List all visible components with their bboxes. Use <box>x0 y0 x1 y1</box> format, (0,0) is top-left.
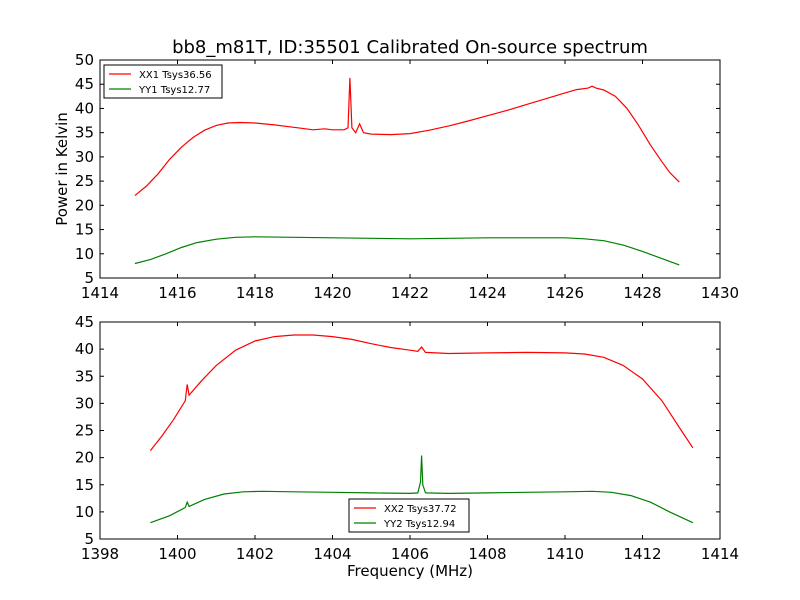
x-tick-label: 1400 <box>158 545 196 563</box>
y-tick-label: 10 <box>75 503 94 521</box>
x-tick-label: 1422 <box>391 284 429 302</box>
y-tick-label: 35 <box>75 124 94 142</box>
x-axis-label: Frequency (MHz) <box>347 562 473 580</box>
x-tick-label: 1420 <box>313 284 351 302</box>
x-tick-label: 1428 <box>623 284 661 302</box>
y-tick-label: 25 <box>75 422 94 440</box>
y-tick-label: 45 <box>75 75 94 93</box>
bottom-spectrum-panel: 1398 1400 1402 1404 1406 1408 1410 1412 1414 5 10 1… <box>75 313 739 563</box>
y-tick-label: 30 <box>75 148 94 166</box>
y-tick-label: 5 <box>84 269 94 287</box>
legend-entry-label: YY2 Tsys12.94 <box>383 519 455 530</box>
legend-box <box>103 64 223 99</box>
x-tick-label: 1406 <box>391 545 429 563</box>
legend-entry-label: XX2 Tsys37.72 <box>384 504 457 515</box>
x-tick-label: 1410 <box>546 545 584 563</box>
series-line-yy-panel-1 <box>150 455 694 524</box>
x-tick-label: 1412 <box>623 545 661 563</box>
x-tick-label: 1424 <box>468 284 506 302</box>
series-line-yy-panel-0 <box>134 236 680 266</box>
y-tick-label: 30 <box>75 394 94 412</box>
y-tick-label: 25 <box>75 172 94 190</box>
x-tick-label: 1426 <box>546 284 584 302</box>
x-tick-label: 1408 <box>468 545 506 563</box>
y-tick-label: 45 <box>75 313 94 331</box>
y-tick-label: 40 <box>75 99 94 117</box>
series-line-xx-panel-0 <box>134 77 680 197</box>
x-tick-label: 1404 <box>313 545 351 563</box>
x-tick-label: 1418 <box>236 284 274 302</box>
y-tick-label: 20 <box>75 196 94 214</box>
y-tick-label: 50 <box>75 51 94 69</box>
y-tick-label: 10 <box>75 245 94 263</box>
legend-box <box>348 498 470 533</box>
y-tick-label: 15 <box>75 221 94 239</box>
y-axis-label: Power in Kelvin <box>53 112 71 226</box>
y-tick-label: 20 <box>75 449 94 467</box>
y-tick-label: 15 <box>75 476 94 494</box>
legend-entry-label: XX1 Tsys36.56 <box>139 70 212 81</box>
x-tick-label: 1414 <box>81 284 119 302</box>
top-spectrum-panel: 1414 1416 1418 1420 1422 1424 1426 1428 1430 5 10 1… <box>75 51 739 302</box>
legend: XX1 Tsys36.56 YY1 Tsys12.77 <box>103 64 223 99</box>
y-tick-label: 35 <box>75 367 94 385</box>
y-tick-label: 40 <box>75 340 94 358</box>
x-tick-label: 1416 <box>158 284 196 302</box>
legend-entry-label: YY1 Tsys12.77 <box>138 85 210 96</box>
series-line-xx-panel-1 <box>149 334 694 451</box>
x-tick-label: 1430 <box>701 284 739 302</box>
x-tick-label: 1402 <box>236 545 274 563</box>
legend: XX2 Tsys37.72 YY2 Tsys12.94 <box>348 498 470 533</box>
x-tick-label: 1414 <box>701 545 739 563</box>
y-tick-label: 5 <box>84 530 94 548</box>
figure-title: bb8_m81T, ID:35501 Calibrated On-source … <box>172 37 648 58</box>
x-tick-label: 1398 <box>81 545 119 563</box>
